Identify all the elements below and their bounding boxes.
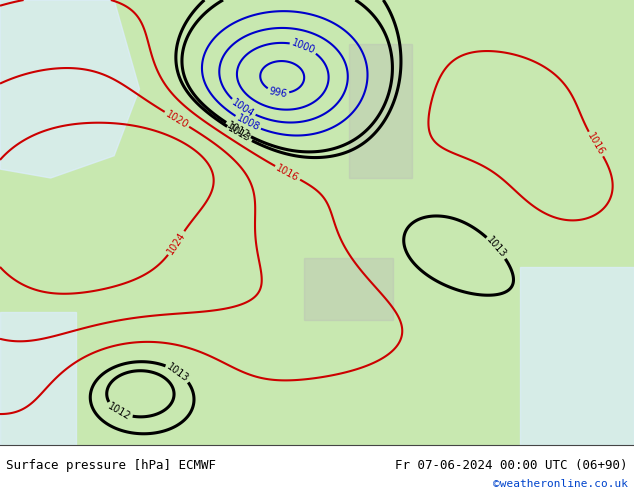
Text: ©weatheronline.co.uk: ©weatheronline.co.uk xyxy=(493,479,628,489)
Text: 1004: 1004 xyxy=(230,97,256,119)
Polygon shape xyxy=(0,0,139,178)
Text: 1024: 1024 xyxy=(165,230,188,256)
Text: 1012: 1012 xyxy=(106,401,133,422)
Text: 1013: 1013 xyxy=(485,235,508,260)
Text: 1000: 1000 xyxy=(290,38,317,56)
Text: 1020: 1020 xyxy=(164,109,190,130)
Text: 1016: 1016 xyxy=(275,163,301,183)
Text: 1016: 1016 xyxy=(585,131,606,157)
Text: 1012: 1012 xyxy=(225,120,252,141)
Text: 996: 996 xyxy=(268,86,288,99)
Polygon shape xyxy=(349,45,412,178)
Polygon shape xyxy=(0,312,76,445)
Text: 1008: 1008 xyxy=(235,113,261,133)
Text: 1013: 1013 xyxy=(226,123,252,144)
Text: Fr 07-06-2024 00:00 UTC (06+90): Fr 07-06-2024 00:00 UTC (06+90) xyxy=(395,460,628,472)
Text: 1013: 1013 xyxy=(165,361,191,384)
Text: Surface pressure [hPa] ECMWF: Surface pressure [hPa] ECMWF xyxy=(6,460,216,472)
Polygon shape xyxy=(520,267,634,445)
Polygon shape xyxy=(304,258,393,320)
